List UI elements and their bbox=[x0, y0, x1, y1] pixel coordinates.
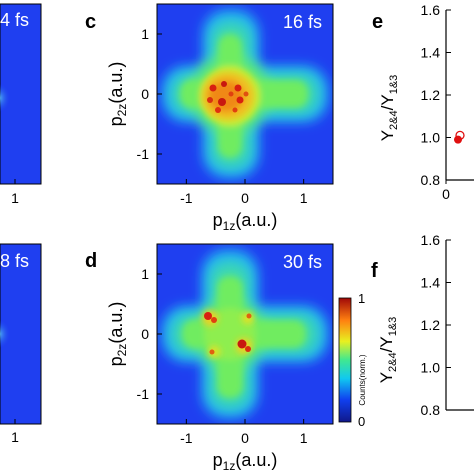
panel-d-xlabel: p1z(a.u.) bbox=[213, 450, 278, 473]
left-bottom-glow bbox=[0, 320, 10, 348]
left-bottom-panel: 8 fs 1 bbox=[0, 243, 42, 445]
panel-f-y-tick-label: 0.8 bbox=[421, 402, 441, 418]
panel-e-ylabel: Y2&4/Y1&3 bbox=[378, 75, 400, 142]
panel-f-ylabel: Y2&4/Y1&3 bbox=[377, 317, 399, 384]
panel-f-y-tick-label: 1.4 bbox=[421, 275, 441, 291]
panel-c-y-tick-label: 1 bbox=[141, 26, 149, 42]
panel-e-y-tick-label: 1.6 bbox=[421, 2, 441, 18]
panel-d-y-tick-label: 0 bbox=[141, 326, 149, 342]
panel-d-x-tick-label: -1 bbox=[180, 430, 193, 446]
panel-c-time-label: 16 fs bbox=[283, 12, 322, 32]
panel-e-axes: 1.6 1.4 1.2 1.0 0.80 bbox=[421, 2, 474, 202]
left-bottom-time-label: 8 fs bbox=[0, 251, 29, 271]
panel-c-hotspots bbox=[207, 81, 249, 113]
panel-d-letter: d bbox=[85, 250, 97, 272]
panel-d-axes: -1 0 1 1 0 -1 p1z(a.u.) p2z(a.u.) bbox=[106, 266, 308, 473]
panel-c-letter: c bbox=[85, 11, 96, 33]
left-top-time-label: 4 fs bbox=[0, 10, 29, 30]
panel-c-axes: -1 0 1 1 0 -1 p1z(a.u.) p2z(a.u.) bbox=[106, 26, 308, 233]
panel-c-xlabel: p1z(a.u.) bbox=[213, 210, 278, 233]
colorbar-min-label: 0 bbox=[358, 414, 365, 429]
panel-c: c bbox=[85, 3, 334, 233]
left-top-x-tick: 1 bbox=[11, 190, 19, 206]
panel-c-y-tick-label: -1 bbox=[137, 146, 150, 162]
panel-e-y-tick-label: 1.0 bbox=[421, 130, 441, 146]
panel-d-x-tick-label: 1 bbox=[300, 430, 308, 446]
colorbar-label: Counts(norm.) bbox=[358, 354, 367, 405]
panel-c-x-tick-label: 1 bbox=[300, 190, 308, 206]
panel-d-y-tick-label: 1 bbox=[141, 266, 149, 282]
panel-f-y-tick-label: 1.0 bbox=[421, 360, 441, 376]
left-top-glow bbox=[0, 84, 10, 112]
left-bottom-x-tick: 1 bbox=[11, 429, 19, 445]
colorbar: 1 0 Counts(norm.) bbox=[338, 291, 367, 429]
panel-e-point-open bbox=[455, 130, 465, 141]
panel-d-hotspots bbox=[204, 312, 252, 355]
panel-c-x-tick-label: -1 bbox=[180, 190, 193, 206]
panel-d-y-tick-label: -1 bbox=[137, 386, 150, 402]
panel-c-x-tick-label: 0 bbox=[241, 190, 249, 206]
panel-d-time-label: 30 fs bbox=[283, 252, 322, 272]
panel-e-y-tick-label: 1.2 bbox=[421, 87, 441, 103]
panel-c-heatmap bbox=[162, 10, 328, 178]
panel-e-y-tick-label: 1.4 bbox=[421, 45, 441, 61]
panel-f-axes: 1.6 1.4 1.2 1.0 0.8 bbox=[421, 232, 474, 418]
panel-f: f 1.6 1.4 1.2 1.0 0.8 Y2&4/Y1&3 bbox=[371, 232, 474, 418]
panel-d-heatmap bbox=[162, 250, 328, 418]
panel-d-x-tick-label: 0 bbox=[241, 430, 249, 446]
panel-c-ylabel: p2z(a.u.) bbox=[106, 62, 129, 127]
panel-e-letter: e bbox=[372, 11, 383, 33]
panel-d: d bbox=[85, 243, 334, 473]
panel-c-y-tick-label: 0 bbox=[141, 86, 149, 102]
panel-e: e 1.6 1.4 1.2 1.0 0.80 Y2&4/Y1&3 bbox=[372, 2, 474, 202]
panel-f-letter: f bbox=[371, 260, 378, 282]
left-top-panel: 4 fs 1 bbox=[0, 3, 42, 206]
colorbar-max-label: 1 bbox=[358, 291, 365, 306]
panel-e-y-tick-label: 0.8 bbox=[421, 172, 441, 188]
panel-e-points bbox=[454, 130, 465, 144]
panel-f-y-tick-label: 1.6 bbox=[421, 232, 441, 248]
panel-e-x-tick-label: 0 bbox=[442, 186, 450, 202]
panel-d-ylabel: p2z(a.u.) bbox=[106, 302, 129, 367]
colorbar-gradient bbox=[338, 297, 352, 423]
panel-f-y-tick-label: 1.2 bbox=[421, 317, 441, 333]
